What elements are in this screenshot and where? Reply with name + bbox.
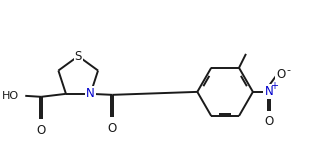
Text: O: O xyxy=(36,124,46,137)
Text: +: + xyxy=(270,81,278,91)
Text: -: - xyxy=(286,66,290,76)
Text: N: N xyxy=(265,85,273,98)
Text: O: O xyxy=(276,67,285,80)
Text: S: S xyxy=(74,50,82,63)
Text: O: O xyxy=(108,122,117,135)
Text: N: N xyxy=(86,87,95,100)
Text: O: O xyxy=(264,115,274,128)
Text: HO: HO xyxy=(2,91,19,101)
